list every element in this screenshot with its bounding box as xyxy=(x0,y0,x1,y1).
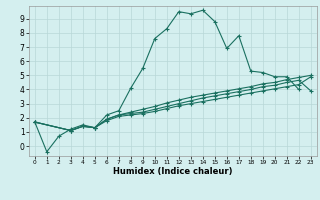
X-axis label: Humidex (Indice chaleur): Humidex (Indice chaleur) xyxy=(113,167,233,176)
